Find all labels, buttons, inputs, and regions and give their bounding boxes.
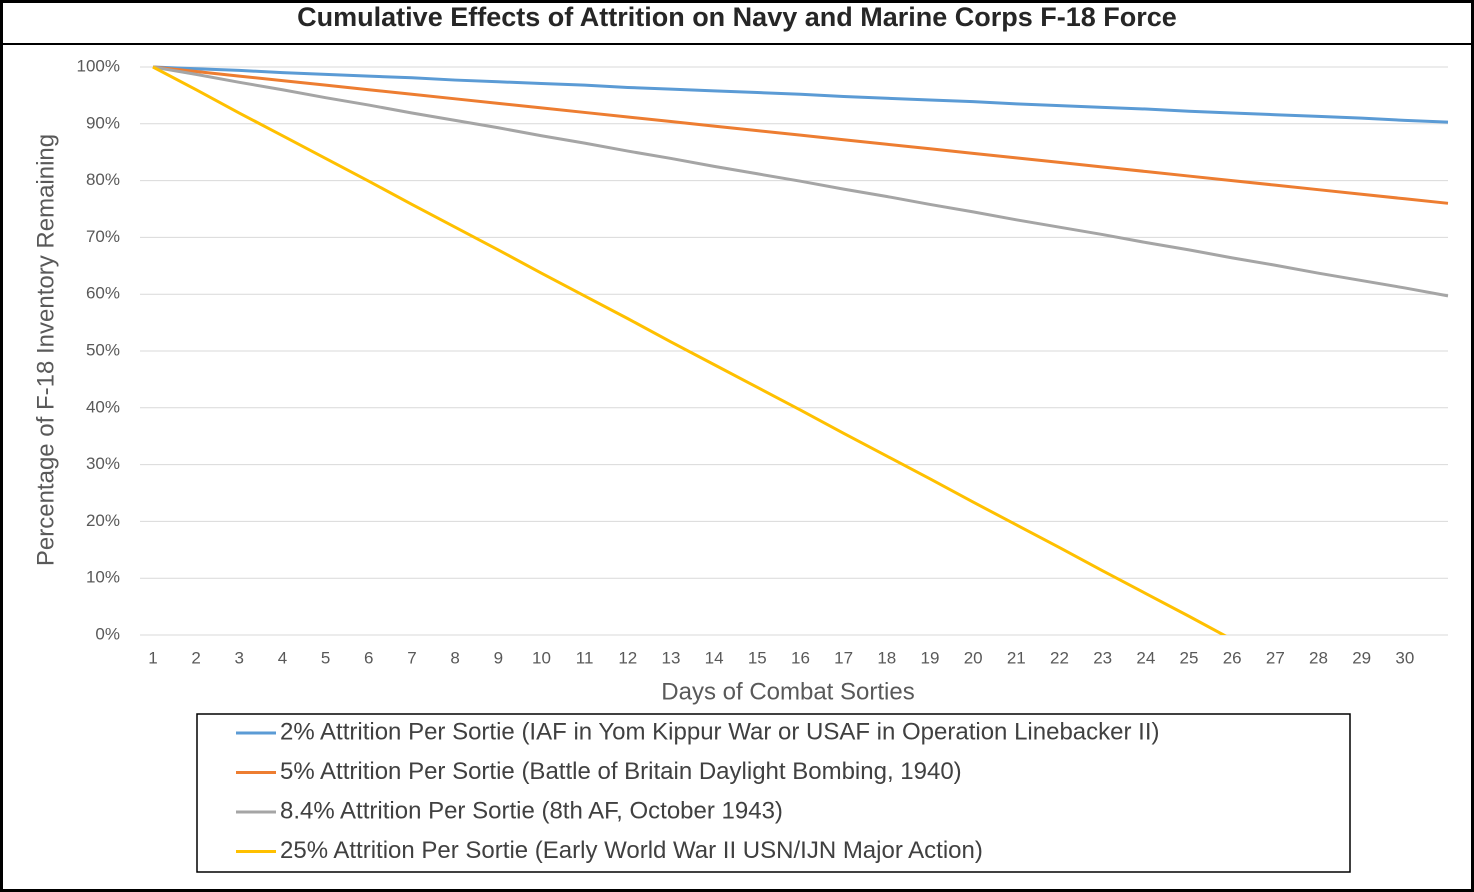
y-tick-label: 0%	[95, 624, 120, 643]
x-tick-label: 10	[532, 648, 551, 667]
x-tick-label: 14	[705, 648, 724, 667]
y-tick-label: 80%	[86, 170, 120, 189]
x-tick-label: 26	[1223, 648, 1242, 667]
y-tick-label: 100%	[77, 56, 120, 75]
series-line	[152, 65, 1449, 298]
x-tick-label: 1	[148, 648, 157, 667]
x-tick-label: 2	[191, 648, 200, 667]
series-line	[152, 65, 1449, 205]
legend-label: 25% Attrition Per Sortie (Early World Wa…	[280, 837, 983, 864]
y-tick-label: 20%	[86, 511, 120, 530]
x-tick-label: 5	[321, 648, 330, 667]
x-tick-label: 25	[1180, 648, 1199, 667]
x-tick-label: 21	[1007, 648, 1026, 667]
x-tick-label: 28	[1309, 648, 1328, 667]
legend-label: 5% Attrition Per Sortie (Battle of Brita…	[280, 758, 962, 785]
x-tick-label: 13	[662, 648, 681, 667]
y-tick-label: 40%	[86, 397, 120, 416]
x-tick-label: 29	[1352, 648, 1371, 667]
chart-title: Cumulative Effects of Attrition on Navy …	[297, 2, 1177, 32]
y-tick-label: 60%	[86, 284, 120, 303]
y-tick-label: 50%	[86, 340, 120, 359]
x-tick-label: 30	[1395, 648, 1414, 667]
y-tick-label: 30%	[86, 454, 120, 473]
x-tick-label: 19	[921, 648, 940, 667]
x-tick-label: 18	[877, 648, 896, 667]
series-line	[152, 65, 1449, 124]
x-tick-label: 22	[1050, 648, 1069, 667]
x-axis-label: Days of Combat Sorties	[661, 678, 914, 705]
legend-label: 8.4% Attrition Per Sortie (8th AF, Octob…	[280, 797, 783, 824]
x-tick-label: 3	[235, 648, 244, 667]
x-tick-label: 16	[791, 648, 810, 667]
y-tick-label: 90%	[86, 113, 120, 132]
x-tick-label: 6	[364, 648, 373, 667]
x-tick-label: 11	[576, 648, 594, 667]
series-line	[152, 65, 1227, 635]
x-tick-label: 7	[407, 648, 416, 667]
x-tick-label: 17	[834, 648, 853, 667]
legend-label: 2% Attrition Per Sortie (IAF in Yom Kipp…	[280, 718, 1159, 745]
x-tick-label: 20	[964, 648, 983, 667]
y-tick-label: 70%	[86, 227, 120, 246]
y-axis-label: Percentage of F-18 Inventory Remaining	[32, 134, 59, 566]
x-tick-label: 15	[748, 648, 767, 667]
legend	[196, 713, 1351, 873]
x-tick-label: 24	[1136, 648, 1155, 667]
x-tick-label: 9	[494, 648, 503, 667]
x-tick-label: 12	[618, 648, 637, 667]
x-tick-label: 27	[1266, 648, 1285, 667]
x-tick-label: 8	[450, 648, 459, 667]
y-tick-label: 10%	[86, 568, 120, 587]
x-tick-label: 23	[1093, 648, 1112, 667]
x-tick-label: 4	[278, 648, 287, 667]
